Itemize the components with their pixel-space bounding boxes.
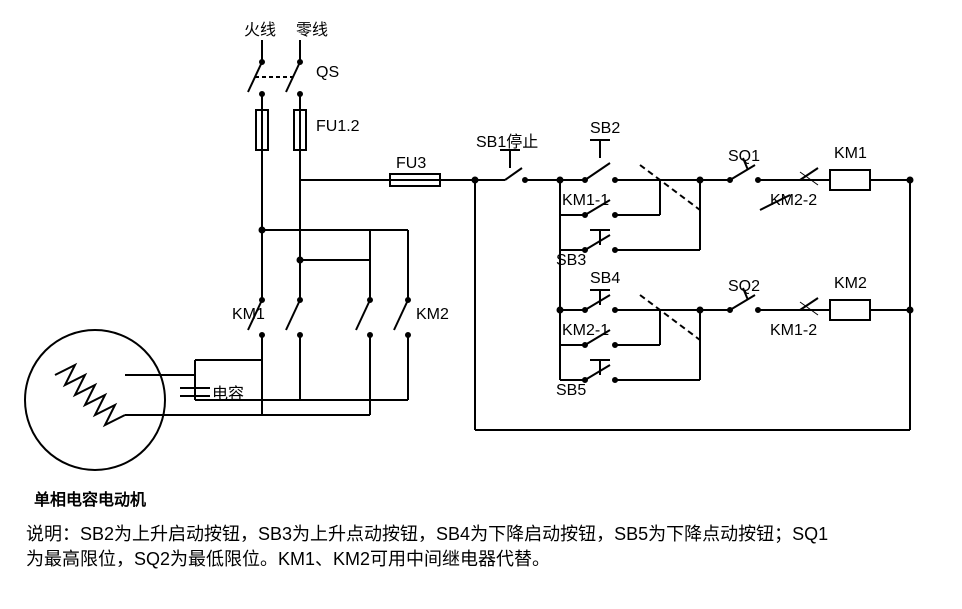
label-km2-2: KM2-2 bbox=[770, 192, 817, 210]
label-fu12: FU1.2 bbox=[316, 118, 360, 136]
label-sq1: SQ1 bbox=[728, 148, 760, 166]
label-km2-coil: KM2 bbox=[834, 275, 867, 293]
label-sq2: SQ2 bbox=[728, 278, 760, 296]
label-fu3: FU3 bbox=[396, 155, 426, 173]
description-text: 说明：SB2为上升启动按钮，SB3为上升点动按钮，SB4为下降启动按钮，SB5为… bbox=[26, 522, 936, 572]
desc-line2: 为最高限位，SQ2为最低限位。KM1、KM2可用中间继电器代替。 bbox=[26, 549, 550, 569]
label-sb5: SB5 bbox=[556, 382, 586, 400]
label-km1-coil: KM1 bbox=[834, 145, 867, 163]
label-capacitor: 电容 bbox=[212, 380, 244, 404]
label-qs: QS bbox=[316, 64, 339, 82]
label-km1-2: KM1-2 bbox=[770, 322, 817, 340]
label-km2-1: KM2-1 bbox=[562, 322, 609, 340]
label-sb4: SB4 bbox=[590, 270, 620, 288]
desc-line1: 说明：SB2为上升启动按钮，SB3为上升点动按钮，SB4为下降启动按钮，SB5为… bbox=[26, 524, 828, 544]
label-neutral-line: 零线 bbox=[296, 16, 328, 40]
label-motor-title: 单相电容电动机 bbox=[34, 486, 146, 510]
label-sb2: SB2 bbox=[590, 120, 620, 138]
circuit-diagram bbox=[0, 0, 962, 520]
label-km1-main: KM1 bbox=[232, 306, 265, 324]
label-fire-line: 火线 bbox=[244, 16, 276, 40]
label-km2-main: KM2 bbox=[416, 306, 449, 324]
label-sb3: SB3 bbox=[556, 252, 586, 270]
label-km1-1: KM1-1 bbox=[562, 192, 609, 210]
label-sb1: SB1停止 bbox=[476, 128, 538, 152]
